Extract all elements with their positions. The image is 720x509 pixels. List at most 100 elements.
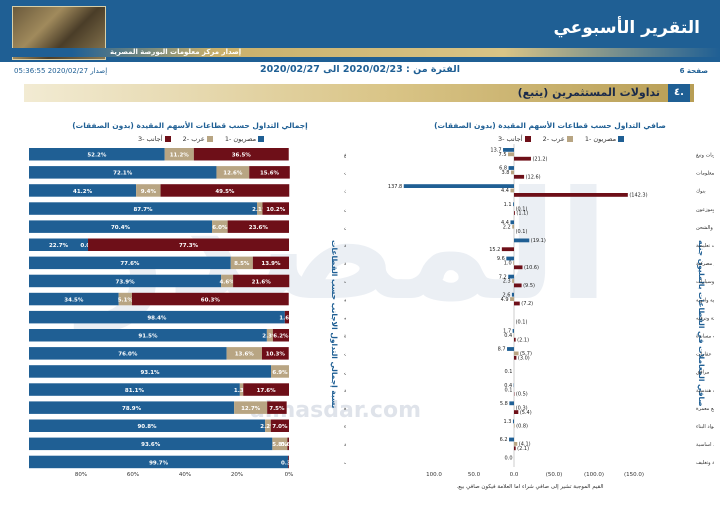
bar-foreigners: [243, 383, 289, 396]
page-number: صفحة 6: [679, 67, 708, 75]
data-label-foreigners: (1.1): [516, 211, 528, 217]
bar-arabs: [234, 401, 268, 414]
bar-egyptians: [29, 256, 231, 270]
bar-arabs: [514, 351, 519, 356]
bar-foreigners: [233, 274, 290, 288]
category-label: تجارة وموزعون: [344, 207, 346, 213]
bar-egyptians: [513, 202, 514, 207]
bar-foreigners: [514, 174, 525, 179]
data-label-arabs: (0.3): [516, 405, 528, 411]
data-label-foreigners: (12.6): [526, 175, 541, 181]
bar-foreigners: [267, 401, 287, 414]
category-label: سياحة وترفيه: [696, 315, 714, 321]
category-label: مواد البناء: [344, 424, 346, 430]
data-label-egyptians: 137.8: [388, 184, 402, 190]
bar-egyptians: [514, 238, 530, 243]
bar-foreigners: [272, 329, 289, 342]
bar-arabs: [230, 256, 253, 270]
data-label-foreigners: (9.5): [523, 283, 535, 289]
bar-arabs: [226, 347, 262, 360]
category-label: طاقة وخدمات مساندة: [696, 334, 714, 340]
data-label-arabs: 2.2%: [260, 424, 276, 430]
bar-foreigners: [88, 238, 289, 251]
legend-swatch-foreigners: [524, 136, 531, 142]
bar-egyptians: [29, 274, 222, 288]
bar-foreigners: [287, 437, 289, 451]
data-label-arabs: 4.4: [501, 188, 509, 194]
category-label: رعاية صحية وادوية: [344, 297, 346, 303]
category-label: اغذية ومشروبات وتبغ: [344, 153, 346, 159]
bar-foreigners: [514, 211, 515, 215]
category-label: طاقة وخدمات مساندة: [344, 334, 346, 340]
category-label: مقاولات وإنشاءات هندسية: [344, 388, 346, 394]
bar-egyptians: [29, 437, 273, 451]
bar-egyptians: [29, 184, 137, 197]
category-label: عقارات: [344, 352, 346, 358]
category-label: منسوجات وسلع معمرة: [344, 406, 346, 412]
bar-egyptians: [512, 329, 514, 333]
data-label-arabs: 6.9%: [272, 370, 288, 376]
data-label-foreigners: (5.4): [520, 410, 532, 416]
right-chart-side-label: صافي المعاملات في القطاعات بالمليون جنيه: [697, 240, 706, 407]
bar-arabs: [265, 419, 271, 432]
bar-egyptians: [506, 256, 514, 261]
data-label-foreigners: (2.1): [517, 446, 529, 452]
section-number: ٤.: [668, 84, 690, 102]
data-label-egyptians: 98.4%: [147, 316, 167, 322]
data-label-foreigners: 7.5%: [269, 406, 285, 412]
bar-arabs: [212, 220, 228, 233]
category-label: خدمات النقل والشحن: [696, 225, 714, 231]
issue-timestamp: إصدار 2020/02/27 05:36:55: [14, 67, 108, 75]
bar-arabs: [266, 329, 273, 342]
data-label-foreigners: 10.2%: [266, 207, 286, 213]
right-chart-footnote: القيم الموجبة تشير إلى صافي شراء اما الع…: [456, 484, 604, 490]
bar-arabs: [514, 423, 515, 428]
data-label-arabs: (4.1): [519, 442, 531, 448]
data-label-egyptians: 70.4%: [111, 225, 131, 231]
banner-gold-strip: [0, 48, 720, 57]
period-range: الفترة من : 2020/02/23 الى 2020/02/27: [260, 64, 460, 75]
bar-arabs: [221, 274, 234, 288]
bar-foreigners: [514, 355, 517, 360]
data-label-arabs: 12.7%: [241, 406, 261, 412]
x-tick-label: (150.0): [624, 472, 644, 478]
legend-item-egyptians: مصريون -1: [585, 135, 626, 143]
right-chart-title: صافي التداول حسب قطاعات الأسهم المقيدة (…: [434, 121, 666, 130]
bar-egyptians: [29, 166, 217, 179]
data-label-egyptians: 8.7: [498, 347, 506, 353]
bar-foreigners: [261, 347, 289, 360]
bar-egyptians: [508, 274, 514, 279]
category-label: ورق ومواد تعبئة وتغليف: [344, 460, 346, 466]
meta-row: إصدار 2020/02/27 05:36:55 الفترة من : 20…: [0, 64, 720, 78]
data-label-egyptians: 52.2%: [87, 153, 107, 159]
data-label-egyptians: 90.8%: [137, 424, 157, 430]
x-tick-label: 0.0: [510, 472, 519, 478]
report-banner: إصدار مركز معلومات البورصة المصرية التقر…: [0, 0, 720, 62]
data-label-foreigners: (10.6): [524, 265, 539, 271]
data-label-foreigners: 36.5%: [232, 153, 252, 159]
category-label: منسوجات وسلع معمرة: [696, 406, 714, 412]
bar-arabs: [136, 184, 161, 197]
data-label-egyptians: 76.0%: [118, 352, 138, 358]
data-label-arabs: 7.5: [499, 152, 507, 158]
bar-egyptians: [509, 437, 514, 442]
data-label-egyptians: 72.1%: [113, 171, 133, 177]
report-title: التقرير الأسبوعي: [553, 18, 700, 38]
data-label-egyptians: 81.1%: [125, 388, 145, 394]
data-label-foreigners: 10.3%: [266, 352, 286, 358]
bar-arabs: [514, 442, 518, 446]
data-label-arabs: 1.0: [504, 261, 512, 267]
data-label-egyptians: 6.8: [499, 166, 507, 172]
data-label-arabs: 2.2: [503, 224, 511, 230]
data-label-egyptians: 7.2: [499, 274, 507, 280]
category-label: بنوك: [696, 189, 706, 195]
category-label: موارد اساسية: [344, 442, 346, 448]
legend-item-foreigners: أجانب -3: [138, 135, 173, 143]
bar-egyptians: [29, 401, 235, 414]
data-label-foreigners: 13.9%: [261, 261, 281, 267]
data-label-arabs: 2.3%: [262, 334, 278, 340]
data-label-arabs: 0.4: [504, 333, 512, 339]
data-label-foreigners: (142.3): [629, 193, 647, 199]
x-tick-label: (50.0): [546, 472, 563, 478]
bar-foreigners: [160, 184, 290, 197]
